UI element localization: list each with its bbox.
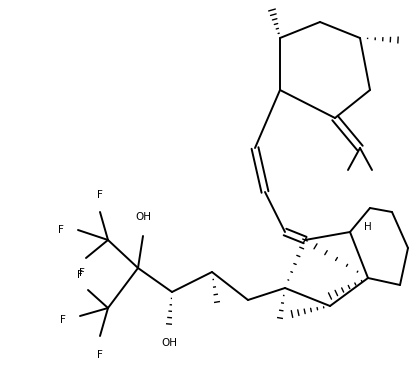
Text: OH: OH — [135, 212, 151, 222]
Text: F: F — [58, 225, 64, 235]
Text: H: H — [364, 222, 372, 232]
Text: F: F — [97, 350, 103, 360]
Text: F: F — [79, 268, 85, 278]
Text: F: F — [97, 190, 103, 200]
Text: F: F — [60, 315, 66, 325]
Text: OH: OH — [161, 338, 177, 348]
Text: F: F — [77, 270, 83, 280]
